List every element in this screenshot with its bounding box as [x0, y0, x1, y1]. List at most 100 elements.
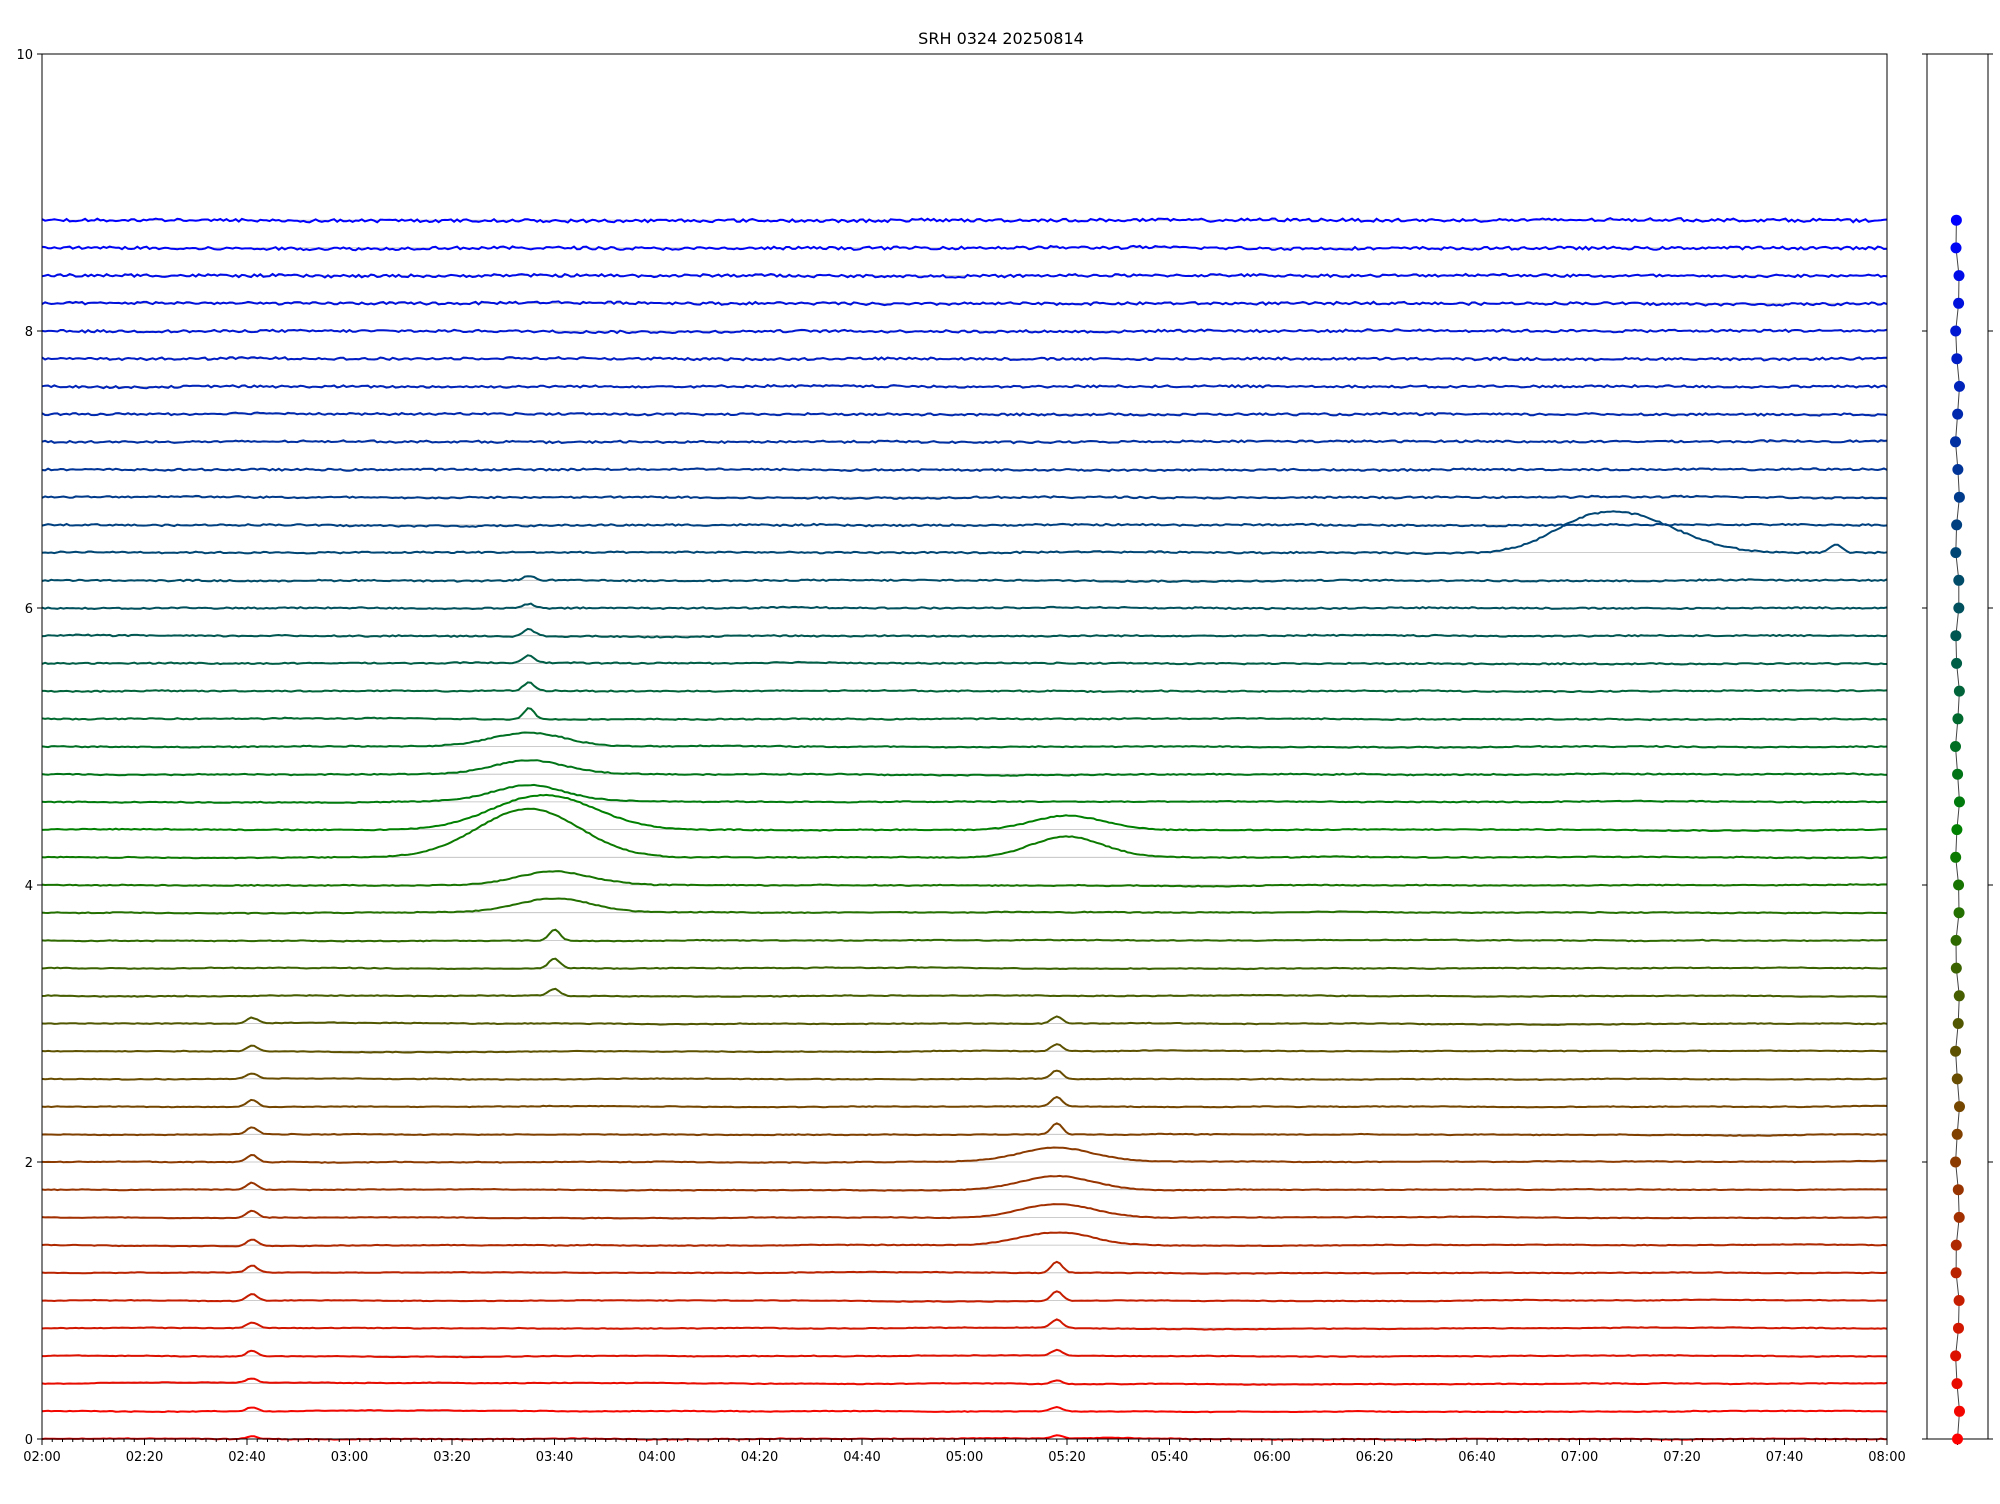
- series-line: [41, 383, 1888, 390]
- series-line: [42, 681, 1888, 694]
- side-marker: [1950, 934, 1962, 946]
- side-marker: [1950, 741, 1962, 752]
- series-line: [41, 807, 1888, 860]
- side-marker: [1953, 602, 1965, 614]
- series-line: [42, 1348, 1888, 1359]
- series-line: [41, 1174, 1888, 1192]
- series-line: [41, 1260, 1888, 1275]
- side-marker: [1953, 1405, 1965, 1417]
- side-marker: [1953, 1211, 1965, 1223]
- series-line: [41, 928, 1888, 943]
- series-line: [41, 1122, 1888, 1137]
- x-tick-label: 02:40: [228, 1450, 265, 1465]
- series-line: [41, 759, 1888, 777]
- series-line: [41, 957, 1888, 971]
- series-line: [41, 522, 1888, 528]
- side-marker: [1950, 214, 1962, 226]
- side-marker: [1950, 1239, 1962, 1251]
- x-tick-label: 02:20: [126, 1450, 163, 1465]
- series-line: [41, 1069, 1888, 1082]
- x-tick-label: 04:20: [741, 1450, 778, 1465]
- series-line: [41, 217, 1888, 224]
- series-line: [41, 731, 1888, 749]
- y-tick-label: 10: [16, 48, 33, 63]
- series-line: [41, 870, 1888, 888]
- side-marker: [1952, 1018, 1964, 1029]
- series-line: [41, 575, 1888, 583]
- series-line: [41, 300, 1888, 307]
- y-tick-label: 0: [25, 1433, 33, 1448]
- side-marker: [1950, 1156, 1962, 1168]
- series-line: [41, 1318, 1888, 1331]
- series-line: [41, 987, 1888, 998]
- series-line: [41, 654, 1887, 666]
- side-marker: [1953, 907, 1965, 919]
- side-marker: [1953, 1295, 1965, 1306]
- side-marker: [1950, 325, 1962, 337]
- series-line: [41, 494, 1888, 500]
- x-tick-label: 06:20: [1356, 1450, 1393, 1465]
- series-line: [41, 1203, 1887, 1220]
- series-line: [41, 1146, 1887, 1164]
- side-marker: [1950, 547, 1962, 559]
- side-marker: [1950, 851, 1962, 863]
- side-marker: [1953, 270, 1965, 282]
- series-line: [41, 707, 1888, 722]
- side-marker: [1951, 1378, 1963, 1390]
- side-marker: [1953, 796, 1965, 808]
- side-marker: [1952, 713, 1964, 725]
- side-marker: [1952, 1322, 1964, 1334]
- main-plot-area: 0 2 4 6 8 10 02:00 02:20 02:40 03:00 03:20 03:40 04:…: [16, 48, 1905, 1465]
- x-tick-label: 06:00: [1253, 1450, 1290, 1465]
- x-tick-label: 07:40: [1766, 1450, 1803, 1465]
- side-marker: [1950, 242, 1962, 254]
- x-tick-label: 03:20: [433, 1450, 470, 1465]
- side-marker: [1950, 1045, 1962, 1057]
- y-tick-label: 2: [25, 1156, 33, 1171]
- series-line: [41, 1290, 1888, 1303]
- side-panel: [1922, 53, 1993, 1445]
- side-marker: [1951, 1073, 1963, 1085]
- x-tick-label: 05:00: [946, 1450, 983, 1465]
- y-tick-label: 6: [25, 602, 33, 617]
- series-line: [41, 1095, 1888, 1109]
- series-line: [41, 411, 1888, 417]
- side-marker: [1952, 464, 1964, 475]
- side-marker: [1951, 519, 1963, 531]
- series-line: [41, 793, 1888, 833]
- series-line: [41, 783, 1888, 804]
- series-line: [41, 1043, 1888, 1054]
- series-line: [41, 356, 1887, 362]
- series-line: [41, 627, 1888, 639]
- series-line: [41, 328, 1888, 335]
- series-line: [41, 244, 1888, 252]
- series-line: [41, 1015, 1888, 1027]
- series-line: [41, 439, 1888, 445]
- series-line: [41, 602, 1888, 611]
- x-tick-label: 02:00: [23, 1450, 60, 1465]
- side-marker: [1953, 380, 1965, 392]
- side-marker: [1953, 574, 1965, 586]
- series-line: [41, 1405, 1888, 1414]
- x-tick-label: 04:40: [843, 1450, 880, 1465]
- y-tick-label: 8: [25, 325, 33, 340]
- side-marker: [1951, 657, 1963, 669]
- chart-title: SRH 0324 20250814: [918, 29, 1084, 48]
- x-tick-label: 03:00: [331, 1450, 368, 1465]
- side-marker: [1953, 297, 1965, 309]
- side-marker: [1951, 824, 1963, 836]
- side-marker: [1953, 491, 1965, 503]
- x-tick-label: 08:00: [1868, 1450, 1905, 1465]
- series-line: [41, 467, 1888, 473]
- side-marker: [1951, 1128, 1963, 1140]
- side-marker: [1950, 1267, 1962, 1279]
- side-marker: [1952, 408, 1964, 420]
- x-tick-label: 05:20: [1048, 1450, 1085, 1465]
- side-marker: [1952, 1433, 1963, 1445]
- side-marker: [1950, 1350, 1962, 1362]
- side-marker: [1953, 685, 1965, 697]
- series-line: [41, 1377, 1888, 1386]
- series-line: [41, 1231, 1888, 1248]
